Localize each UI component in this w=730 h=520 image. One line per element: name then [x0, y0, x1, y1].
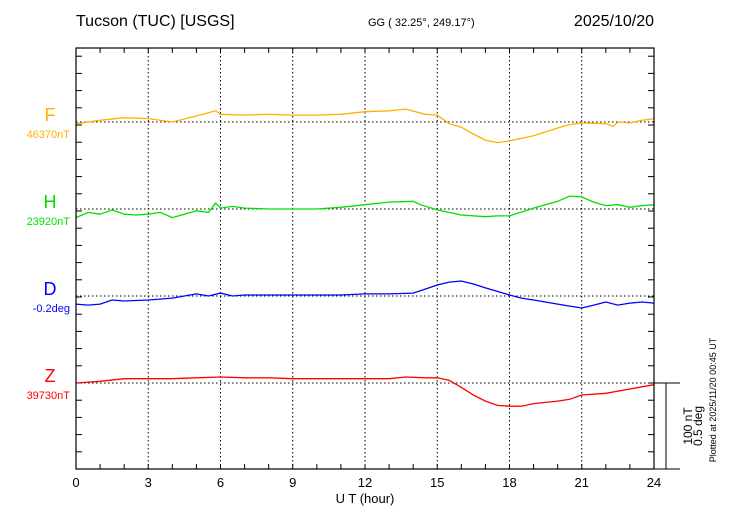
baseline-label-F: 46370nT: [27, 129, 71, 141]
date-label: 2025/10/20: [574, 13, 654, 30]
baseline-label-H: 23920nT: [27, 216, 71, 228]
x-tick-label: 6: [217, 475, 224, 490]
x-tick-label: 24: [647, 475, 661, 490]
coordinates: GG ( 32.25°, 249.17°): [368, 17, 475, 29]
plot-frame: [75, 47, 655, 470]
baseline-label-Z: 39730nT: [27, 390, 71, 402]
x-tick-label: 3: [145, 475, 152, 490]
series-line-Z: [75, 376, 655, 407]
x-tick-label: 9: [289, 475, 296, 490]
series-name-D: D: [44, 279, 57, 299]
x-tick-label: 18: [502, 475, 516, 490]
series-name-F: F: [45, 105, 56, 125]
station-title: Tucson (TUC) [USGS]: [76, 13, 235, 30]
plot-layer: 0 3 6 9 12 15 18 21 24 F 46370nT H 23920nT D -0.2deg Z 3…: [27, 47, 680, 490]
x-axis-label: U T (hour): [336, 491, 395, 506]
x-tick-label: 15: [430, 475, 444, 490]
scale-deg-label: 0.5 deg: [691, 406, 705, 446]
x-tick-label: 12: [358, 475, 372, 490]
baseline-label-D: -0.2deg: [33, 303, 70, 315]
plotted-at-label: Plotted at 2025/11/20 00:45 UT: [708, 337, 718, 462]
series-line-D: [75, 280, 655, 309]
scale-nt-label: 100 nT: [681, 407, 695, 445]
series-name-Z: Z: [45, 366, 56, 386]
x-tick-label: 21: [575, 475, 589, 490]
series-name-H: H: [44, 192, 57, 212]
series-line-H: [75, 195, 655, 219]
series-line-F: [75, 108, 655, 144]
x-tick-label: 0: [72, 475, 79, 490]
